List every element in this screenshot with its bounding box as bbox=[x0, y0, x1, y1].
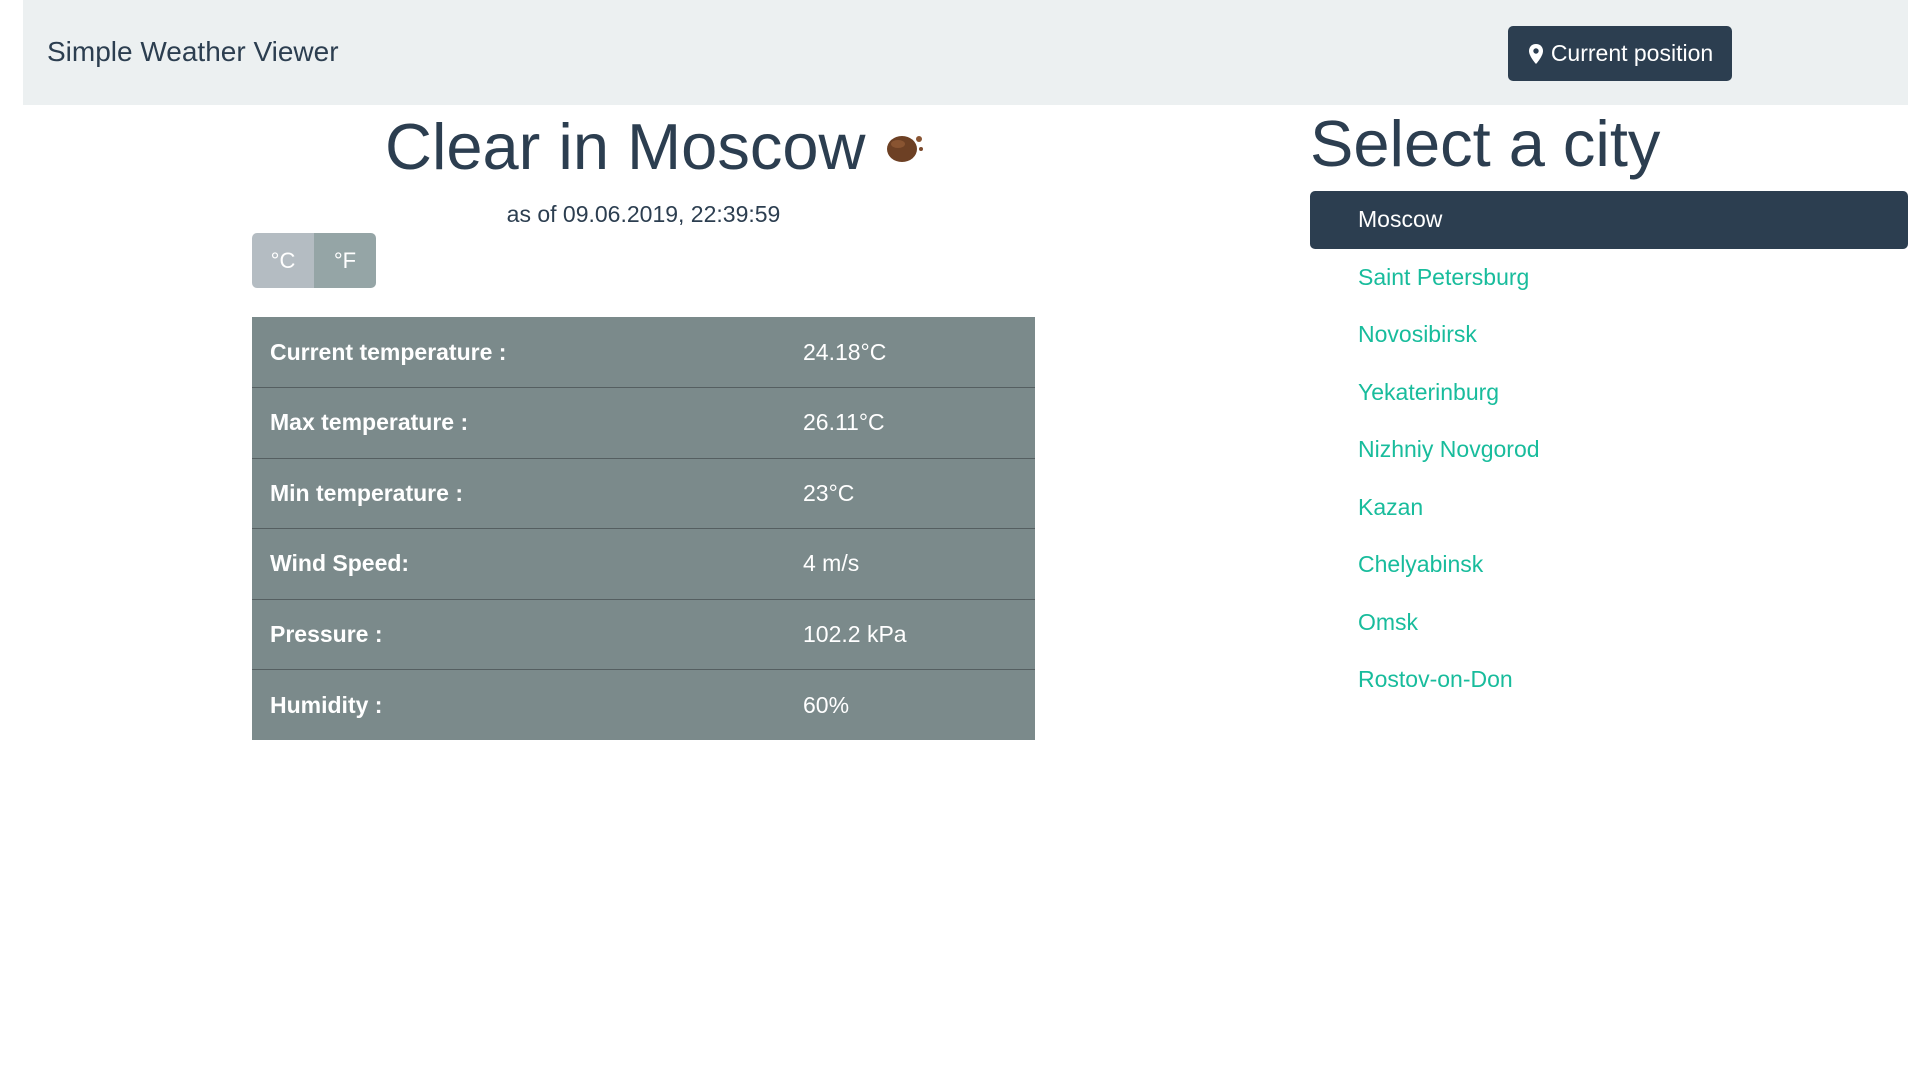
city-item-rostov-on-don[interactable]: Rostov-on-Don bbox=[1358, 666, 1513, 693]
city-item-moscow[interactable]: Moscow bbox=[1310, 191, 1908, 249]
weather-details-table: Current temperature : 24.18°C Max temper… bbox=[252, 317, 1035, 740]
city-item-saint-petersburg[interactable]: Saint Petersburg bbox=[1358, 263, 1530, 290]
table-row: Min temperature : 23°C bbox=[252, 457, 1035, 529]
table-row: Wind Speed: 4 m/s bbox=[252, 528, 1035, 599]
pressure-label: Pressure : bbox=[252, 598, 785, 670]
min-temperature-label: Min temperature : bbox=[252, 457, 785, 529]
weather-title-text: Clear in Moscow bbox=[385, 109, 866, 183]
celsius-button[interactable]: °C bbox=[252, 233, 314, 288]
humidity-label: Humidity : bbox=[252, 669, 785, 740]
app-title: Simple Weather Viewer bbox=[47, 36, 339, 67]
city-item-kazan[interactable]: Kazan bbox=[1358, 493, 1424, 520]
current-temperature-value: 24.18°C bbox=[803, 338, 887, 365]
max-temperature-value: 26.11°C bbox=[785, 387, 1035, 458]
city-item-nizhniy-novgorod[interactable]: Nizhniy Novgorod bbox=[1358, 436, 1540, 463]
pressure-value: 102.2 kPa bbox=[785, 598, 1035, 670]
clear-night-weather-icon bbox=[883, 122, 931, 170]
current-position-button[interactable]: Current position bbox=[1508, 26, 1732, 81]
max-temperature-label: Max temperature : bbox=[252, 387, 785, 458]
wind-speed-label: Wind Speed: bbox=[252, 528, 785, 599]
weather-updated-time: as of 09.06.2019, 22:39:59 bbox=[506, 201, 781, 227]
wind-speed-value: 4 m/s bbox=[785, 528, 1035, 599]
city-list: Moscow Saint Petersburg Novosibirsk Yeka… bbox=[1310, 191, 1908, 709]
table-row: Pressure : 102.2 kPa bbox=[252, 598, 1035, 670]
weather-title: Clear in Moscow bbox=[385, 108, 931, 184]
city-item-yekaterinburg[interactable]: Yekaterinburg bbox=[1358, 378, 1500, 405]
current-position-label: Current position bbox=[1550, 40, 1714, 66]
city-item-omsk[interactable]: Omsk bbox=[1358, 608, 1419, 635]
map-pin-icon bbox=[1527, 43, 1545, 65]
temperature-unit-toggle: °C °F bbox=[252, 233, 376, 288]
table-row: Humidity : 60% bbox=[252, 669, 1035, 740]
current-temperature-label: Current temperature : bbox=[270, 338, 507, 365]
table-row: Current temperature : 24.18°C bbox=[252, 317, 1035, 388]
city-item-novosibirsk[interactable]: Novosibirsk bbox=[1358, 321, 1477, 348]
table-row: Max temperature : 26.11°C bbox=[252, 387, 1035, 458]
city-selector-title: Select a city bbox=[1310, 107, 1661, 180]
city-item-chelyabinsk[interactable]: Chelyabinsk bbox=[1358, 551, 1484, 578]
navbar: Simple Weather Viewer Current position bbox=[23, 0, 1908, 105]
fahrenheit-button[interactable]: °F bbox=[314, 233, 376, 288]
humidity-value: 60% bbox=[785, 669, 1035, 740]
min-temperature-value: 23°C bbox=[785, 457, 1035, 529]
